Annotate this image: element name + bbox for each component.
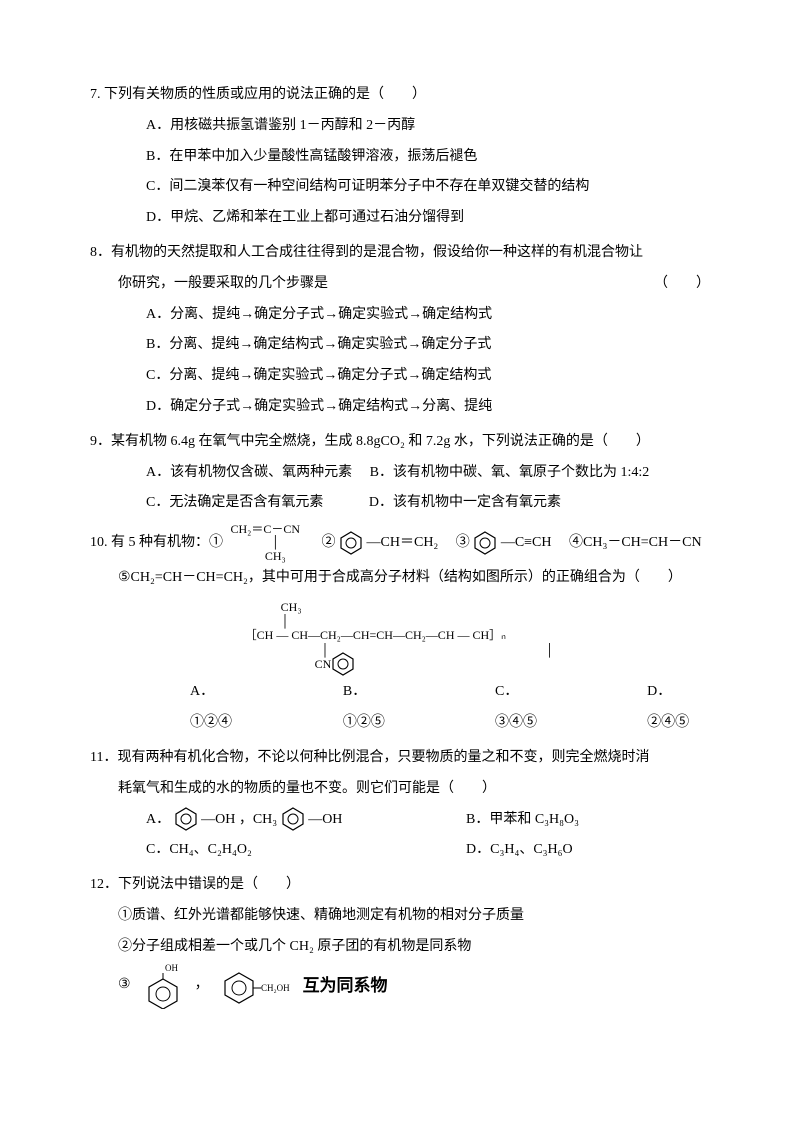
q9-option-d: D．该有机物中一定含有氧元素 [369, 495, 561, 510]
question-12: 12．下列说法中错误的是（ ） ①质谱、红外光谱都能够快速、精确地测定有机物的相… [90, 870, 710, 1008]
q11-option-c: C．CH₄、C₂H₄O₂ [146, 835, 466, 866]
q8-option-a: A．分离、提纯→确定分子式→确定实验式→确定结构式 [146, 300, 710, 331]
structure-4: ④CH₃－CH=CH－CN [555, 535, 702, 550]
q11-option-b: B．甲苯和 C₃H₈O₃ [466, 805, 579, 836]
q10-stem-a: 10. 有 5 种有机物：① [90, 535, 223, 550]
question-10: 10. 有 5 种有机物：① CH₂＝C－CN │ CH₃ ② —CH＝CH₂ … [90, 523, 710, 739]
polymer-top: CH₃ [245, 600, 556, 614]
q12-line3: ③ OH ， CH₂OH 互为同系物 [90, 963, 710, 1009]
q8-option-c: C．分离、提纯→确定实验式→确定分子式→确定结构式 [146, 361, 710, 392]
q11-a-label: A． [146, 812, 170, 827]
structure-3-tail: —C≡CH [501, 535, 552, 550]
q9-stem: 9．某有机物 6.4g 在氧气中完全燃烧，生成 8.8gCO₂ 和 7.2g 水… [90, 427, 710, 458]
q10-option-a: A．①②④ [190, 677, 253, 739]
polymer-cn: CN [245, 657, 332, 671]
structure-1-top: CH₂＝C－CN [231, 522, 301, 536]
svg-text:CH₂OH: CH₂OH [261, 983, 290, 993]
q7-option-d: D．甲烷、乙烯和苯在工业上都可通过石油分馏得到 [146, 203, 710, 234]
q7-stem: 7. 下列有关物质的性质或应用的说法正确的是（ ） [90, 80, 710, 111]
q12-l3-num: ③ [118, 970, 131, 1001]
phenol-structure: OH [143, 963, 183, 1009]
question-9: 9．某有机物 6.4g 在氧气中完全燃烧，生成 8.8gCO₂ 和 7.2g 水… [90, 427, 710, 519]
q8-option-d: D．确定分子式→确定实验式→确定结构式→分离、提纯 [146, 392, 710, 423]
q7-option-c: C．间二溴苯仅有一种空间结构可证明苯分子中不存在单双键交替的结构 [146, 172, 710, 203]
q10-stem-line2: ⑤CH₂=CH－CH=CH₂，其中可用于合成高分子材料（结构如图所示）的正确组合… [90, 563, 710, 594]
q12-l3-text: 互为同系物 [303, 967, 388, 1004]
benzene-icon [339, 536, 363, 550]
question-7: 7. 下列有关物质的性质或应用的说法正确的是（ ） A．用核磁共振氢谱鉴别 1－… [90, 80, 710, 234]
q12-line1: ①质谱、红外光谱都能够快速、精确地测定有机物的相对分子质量 [90, 901, 710, 932]
benzene-icon [174, 812, 198, 826]
q10-option-b: B．①②⑤ [343, 677, 405, 739]
q8-paren: （ ） [654, 269, 710, 300]
q11-option-d: D．C₃H₄、C₃H₆O [466, 835, 573, 866]
q10-label-2: ② [308, 535, 336, 550]
q10-option-c: C．③④⑤ [495, 677, 557, 739]
q10-option-d: D．②④⑤ [647, 677, 710, 739]
q10-stem-line1: 10. 有 5 种有机物：① CH₂＝C－CN │ CH₃ ② —CH＝CH₂ … [90, 523, 710, 563]
q9-option-a: A．该有机物仅含碳、氧两种元素 [146, 465, 352, 480]
benzene-icon [281, 812, 305, 826]
question-8: 8．有机物的天然提取和人工合成往往得到的是混合物，假设给你一种这样的有机混合物让… [90, 238, 710, 423]
q12-stem: 12．下列说法中错误的是（ ） [90, 870, 710, 901]
benzene-icon [473, 536, 497, 550]
q8-option-b: B．分离、提纯→确定结构式→确定实验式→确定分子式 [146, 330, 710, 361]
question-11: 11．现有两种有机化合物，不论以何种比例混合，只要物质的量之和不变，则完全燃烧时… [90, 743, 710, 866]
oh-label: OH [165, 963, 178, 973]
q8-stem-line1: 8．有机物的天然提取和人工合成往往得到的是混合物，假设给你一种这样的有机混合物让 [90, 238, 710, 269]
q10-label-3: ③ [442, 535, 470, 550]
q7-option-b: B．在甲苯中加入少量酸性高锰酸钾溶液，振荡后褪色 [146, 142, 710, 173]
polymer-structure: CH₃ │ ［CH — CH—CH₂—CH=CH—CH₂—CH — CH］ₙ │… [90, 600, 710, 672]
q11-stem-line1: 11．现有两种有机化合物，不论以何种比例混合，只要物质的量之和不变，则完全燃烧时… [90, 743, 710, 774]
polymer-mid: ［CH — CH—CH₂—CH=CH—CH₂—CH — CH］ₙ [245, 628, 556, 642]
benzyl-alcohol-structure: CH₂OH [221, 963, 291, 1009]
benzene-icon [331, 657, 555, 671]
q9-option-c: C．无法确定是否含有氧元素 [146, 495, 323, 510]
structure-2-tail: —CH＝CH₂ [367, 535, 439, 550]
q7-option-a: A．用核磁共振氢谱鉴别 1－丙醇和 2－丙醇 [146, 111, 710, 142]
q11-a-mid: —OH ，CH₃ [201, 812, 277, 827]
q8-stem-line2: 你研究，一般要采取的几个步骤是 [118, 276, 328, 291]
q11-option-a: A． —OH ，CH₃ —OH [146, 805, 466, 836]
q11-a-post: —OH [308, 812, 342, 827]
q9-option-b: B．该有机物中碳、氧、氧原子个数比为 1:4:2 [370, 465, 650, 480]
q12-line2: ②分子组成相差一个或几个 CH₂ 原子团的有机物是同系物 [90, 932, 710, 963]
structure-1: CH₂＝C－CN │ CH₃ [231, 523, 301, 563]
structure-1-bottom: CH₃ [265, 549, 286, 563]
q11-stem-line2: 耗氧气和生成的水的物质的量也不变。则它们可能是（ ） [90, 774, 710, 805]
